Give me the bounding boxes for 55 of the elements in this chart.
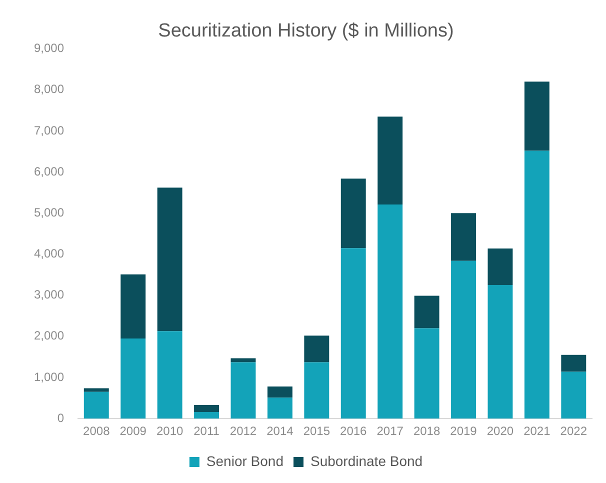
x-tick-label: 2019: [450, 424, 478, 438]
bar: [340, 178, 366, 248]
bar: [84, 388, 109, 392]
y-tick-label: 1,000: [34, 370, 64, 384]
bar: [524, 82, 550, 151]
x-tick-label: 2022: [560, 424, 588, 438]
bar: [451, 260, 476, 419]
bar: [378, 116, 403, 205]
bar: [488, 285, 513, 419]
y-tick-label: 9,000: [34, 41, 64, 56]
y-tick-label: 2,000: [34, 328, 64, 343]
bar: [488, 248, 513, 286]
x-tick-label: 2018: [413, 424, 440, 438]
x-tick-label: 2008: [83, 424, 110, 438]
x-tick-label: 2020: [486, 424, 514, 438]
bar: [194, 412, 220, 419]
bar: [267, 398, 292, 419]
y-tick-label: 0: [57, 410, 64, 425]
chart-title: Securitization History ($ in Millions): [158, 20, 454, 42]
x-tick-label: 2015: [303, 424, 330, 438]
bar: [157, 331, 182, 419]
bar: [194, 405, 220, 412]
bar: [524, 150, 550, 419]
bar: [340, 248, 366, 419]
bar: [451, 213, 476, 261]
bar: [378, 204, 403, 419]
bar: [414, 328, 440, 419]
x-tick-label: 2014: [266, 424, 294, 438]
bar: [120, 274, 146, 338]
x-tick-label: 2009: [120, 424, 147, 438]
bar: [230, 362, 256, 419]
y-tick-label: 3,000: [34, 288, 64, 302]
bar: [304, 336, 330, 362]
bar: [414, 296, 440, 328]
bar: [267, 386, 292, 398]
x-tick-label: 2017: [376, 424, 404, 438]
x-tick-label: 2011: [194, 424, 220, 438]
legend-label: Subordinate Bond: [310, 452, 423, 469]
x-tick-label: 2012: [230, 424, 257, 438]
bar: [157, 188, 182, 332]
bar: [561, 372, 586, 419]
bar: [561, 354, 586, 372]
bar: [304, 362, 330, 419]
bar: [84, 392, 109, 419]
legend-label: Senior Bond: [206, 452, 284, 469]
x-tick-label: 2021: [524, 424, 551, 438]
y-tick-label: 4,000: [34, 246, 64, 261]
bar: [120, 338, 146, 419]
y-tick-label: 5,000: [34, 205, 64, 220]
bar: [230, 358, 256, 362]
x-tick-label: 2016: [340, 424, 368, 438]
y-tick-label: 8,000: [34, 82, 64, 96]
x-tick-label: 2010: [156, 424, 184, 438]
y-tick-label: 7,000: [34, 123, 64, 138]
y-tick-label: 6,000: [34, 164, 64, 178]
